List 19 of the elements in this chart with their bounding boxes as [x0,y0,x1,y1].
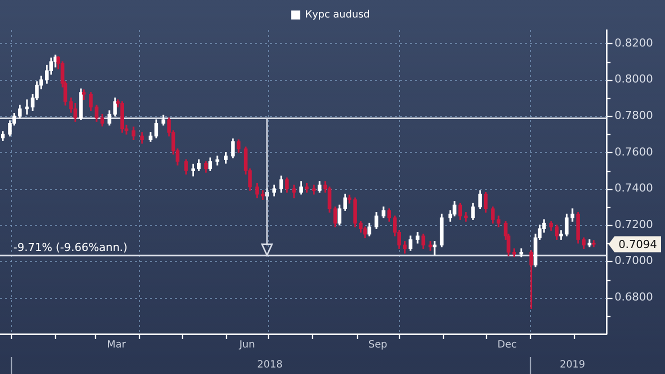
candlestick [25,99,29,115]
legend-label: Курс audusd [305,10,370,21]
x-tick-label: Mar [107,340,127,351]
y-tick-label: 0.7600 [614,145,654,158]
x2-tick-label: 2018 [257,360,283,371]
x-tick-label: Jun [238,340,255,351]
y-tick-label: 0.7000 [614,254,654,268]
y-tick-label: 0.8000 [614,72,654,86]
x2-tick-label: 2019 [560,360,586,371]
x-tick-label: Dec [497,340,517,351]
y-tick-label: 0.7800 [614,108,654,122]
y-tick-label: 0.6800 [614,290,654,304]
candlestick [559,230,563,240]
annotation: -9.71% (-9.66%ann.) [13,240,128,254]
y-tick-label: 0.7200 [614,218,654,231]
text: 0.7094 [618,238,658,252]
y-tick-label: 0.7400 [614,182,654,195]
x-tick-label: Sep [368,340,388,351]
y-tick-label: 0.8200 [614,36,654,50]
